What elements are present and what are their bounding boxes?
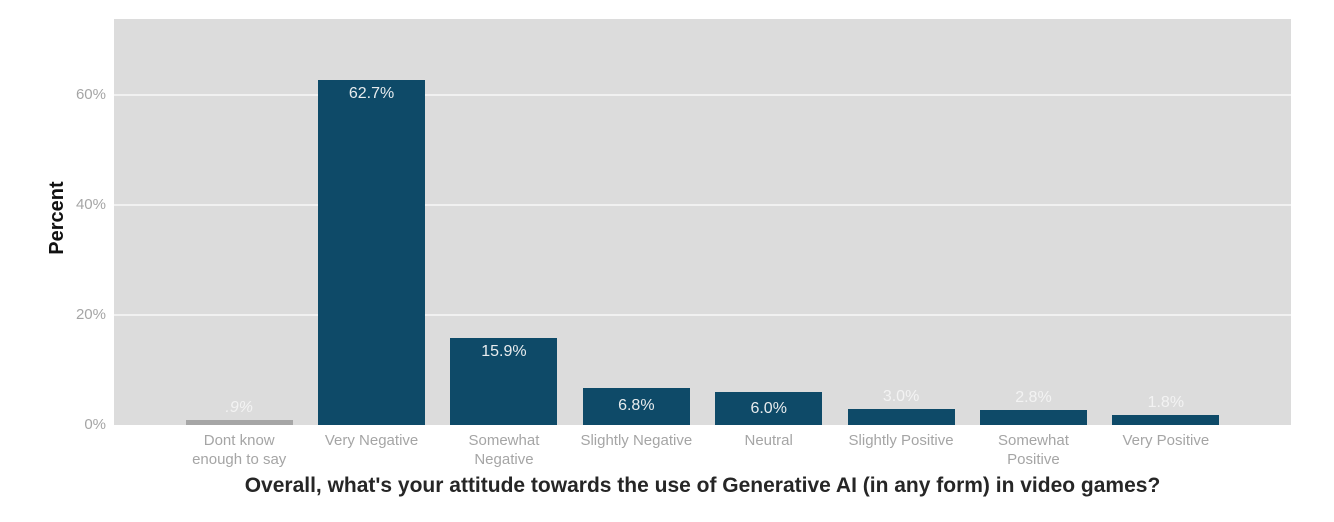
value-label-dont-know-enough-to-say: .9% — [225, 399, 253, 417]
value-label-somewhat-negative: 15.9% — [481, 342, 527, 360]
chart-title: Overall, what's your attitude towards th… — [244, 474, 1161, 497]
y-tick-label: 20% — [75, 305, 106, 323]
x-category-label-very-negative: Very Negative — [324, 432, 419, 449]
x-category-label-slightly-negative: Slightly Negative — [580, 432, 693, 449]
x-category-label-somewhat-positive: Somewhat Positive — [998, 432, 1069, 468]
bar-slightly-negative — [582, 387, 690, 425]
gridline — [114, 93, 1291, 96]
gridline — [114, 203, 1291, 206]
x-category-label-very-positive: Very Positive — [1122, 432, 1210, 449]
value-label-slightly-negative: 6.8% — [618, 397, 655, 415]
y-axis-title: Percent — [46, 181, 68, 255]
bar-neutral — [715, 392, 823, 425]
bar-somewhat-positive — [979, 409, 1087, 425]
value-label-slightly-positive: 3.0% — [882, 387, 920, 405]
value-label-somewhat-positive: 2.8% — [1015, 388, 1052, 406]
x-category-label-neutral: Neutral — [744, 432, 793, 449]
bar-very-negative — [318, 80, 426, 425]
x-category-label-somewhat-negative: Somewhat Negative — [468, 432, 540, 468]
x-category-label-slightly-positive: Slightly Positive — [848, 432, 954, 449]
bar-dont-know-enough-to-say — [185, 420, 293, 425]
gridline — [114, 313, 1291, 316]
y-tick-label: 0% — [84, 416, 106, 433]
value-label-very-positive: 1.8% — [1147, 394, 1185, 412]
y-tick-label: 60% — [75, 85, 106, 103]
x-category-label-dont-know-enough-to-say: Dont know enough to say — [192, 432, 287, 468]
bar-very-positive — [1112, 415, 1220, 425]
bar-slightly-positive — [847, 408, 955, 425]
value-label-very-negative: 62.7% — [348, 85, 395, 103]
value-label-neutral: 6.0% — [750, 399, 787, 417]
plot-area: .9% 62.7% 15.9% 6.8% 6.0% 3.0% 2.8% 1.8% — [114, 19, 1291, 425]
y-tick-label: 40% — [75, 195, 106, 213]
bar-somewhat-negative — [450, 337, 558, 425]
